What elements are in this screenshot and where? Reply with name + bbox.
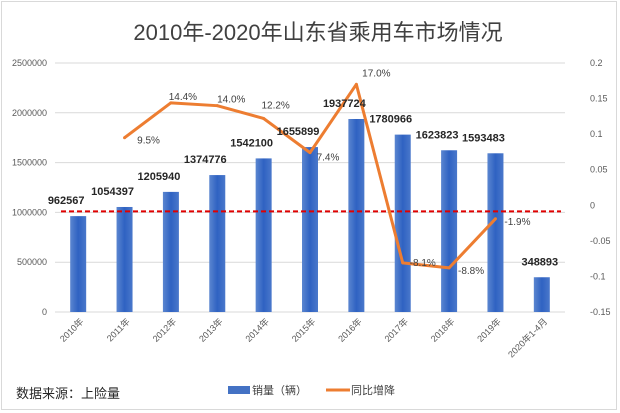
bar-2020年1-4月 bbox=[533, 277, 550, 312]
growth-data-label: 17.0% bbox=[362, 68, 390, 79]
right-axis-tick: -0.05 bbox=[590, 236, 611, 246]
growth-data-label: 12.2% bbox=[261, 100, 289, 111]
growth-point bbox=[308, 151, 312, 155]
x-axis-tick: 2017年 bbox=[382, 316, 410, 344]
chart-title: 2010年-2020年山东省乘用车市场情况 bbox=[133, 20, 502, 45]
x-axis-tick: 2016年 bbox=[335, 316, 363, 344]
bar-2017年 bbox=[394, 134, 411, 312]
x-axis-tick: 2020年1-4月 bbox=[505, 316, 549, 360]
growth-data-label: 7.4% bbox=[317, 153, 340, 164]
x-axis-tick: 2013年 bbox=[196, 316, 224, 344]
legend-label-growth: 同比增降 bbox=[351, 383, 395, 397]
left-axis-tick: 0 bbox=[42, 307, 47, 317]
growth-data-label: 14.4% bbox=[169, 92, 197, 103]
growth-point bbox=[354, 82, 358, 86]
legend: 销量（辆） 同比增降 bbox=[228, 383, 395, 397]
growth-data-label: 14.0% bbox=[217, 95, 245, 106]
bar-data-label: 1374776 bbox=[184, 154, 227, 166]
bar-data-label: 348893 bbox=[521, 256, 558, 268]
source-note: 数据来源：上险量 bbox=[16, 386, 120, 401]
x-axis-tick: 2014年 bbox=[243, 316, 271, 344]
left-axis-tick: 1500000 bbox=[12, 158, 47, 168]
right-axis-tick: 0.2 bbox=[590, 58, 603, 68]
bar-data-label: 1780966 bbox=[369, 114, 412, 126]
growth-point bbox=[493, 217, 497, 221]
growth-point bbox=[401, 261, 405, 265]
bar-data-label: 1593483 bbox=[462, 132, 505, 144]
x-axis-tick: 2019年 bbox=[475, 316, 503, 344]
bar-2015年 bbox=[302, 147, 318, 312]
growth-point bbox=[169, 101, 173, 105]
bar-2014年 bbox=[255, 158, 272, 312]
bar-2010年 bbox=[70, 216, 87, 312]
x-axis-tick: 2015年 bbox=[289, 316, 317, 344]
legend-label-sales: 销量（辆） bbox=[252, 383, 307, 397]
bar-2019年 bbox=[487, 153, 504, 312]
growth-point bbox=[262, 116, 266, 120]
bar-2016年 bbox=[348, 119, 365, 313]
growth-point bbox=[215, 104, 219, 108]
bar-data-label: 1937724 bbox=[323, 98, 367, 110]
right-axis-tick: 0.05 bbox=[590, 165, 608, 175]
x-axis-tick: 2010年 bbox=[57, 316, 85, 344]
bar-2013年 bbox=[209, 175, 226, 312]
right-axis-tick: -0.15 bbox=[590, 307, 611, 317]
right-axis-tick: 0.15 bbox=[590, 94, 608, 104]
bar-data-label: 1054397 bbox=[91, 186, 134, 198]
right-axis-tick: 0.1 bbox=[590, 129, 603, 139]
left-axis-tick: 2000000 bbox=[12, 108, 47, 118]
growth-point bbox=[447, 266, 451, 270]
x-axis-tick: 2012年 bbox=[150, 316, 178, 344]
right-axis-tick: 0 bbox=[590, 200, 595, 210]
bar-data-label: 1623823 bbox=[416, 129, 459, 141]
left-axis-tick: 500000 bbox=[17, 257, 47, 267]
bar-2011年 bbox=[116, 206, 133, 312]
bar-data-label: 962567 bbox=[48, 195, 85, 207]
growth-data-label: -8.1% bbox=[410, 258, 436, 269]
bar-data-label: 1655899 bbox=[277, 126, 320, 138]
legend-swatch-bar bbox=[228, 386, 250, 394]
growth-data-label: -1.9% bbox=[504, 217, 530, 228]
x-axis-tick: 2018年 bbox=[428, 316, 456, 344]
right-axis-tick: -0.1 bbox=[590, 271, 606, 281]
bar-data-label: 1205940 bbox=[137, 171, 180, 183]
bar-2012年 bbox=[162, 191, 179, 312]
growth-data-label: 9.5% bbox=[137, 136, 160, 147]
bar-2018年 bbox=[441, 150, 458, 312]
left-axis-tick: 2500000 bbox=[12, 58, 47, 68]
x-axis-tick: 2011年 bbox=[104, 316, 132, 344]
growth-point bbox=[123, 136, 127, 140]
growth-data-label: -8.8% bbox=[458, 266, 484, 277]
bar-data-label: 1542100 bbox=[230, 137, 273, 149]
left-axis-tick: 1000000 bbox=[12, 207, 47, 217]
